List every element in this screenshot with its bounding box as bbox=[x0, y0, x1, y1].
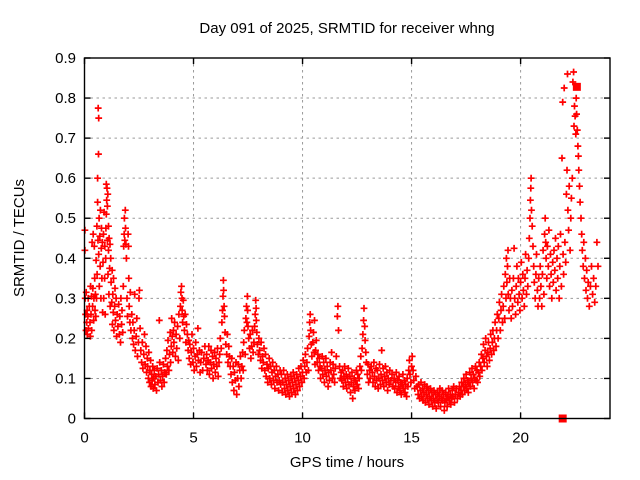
y-tick-label: 0.3 bbox=[55, 290, 76, 307]
x-tick-label: 20 bbox=[512, 430, 529, 447]
tick-labels: 0 5 10 15 20 0 0.1 0.2 0.3 0.4 0.5 0.6 0.7 0.8 0.9 bbox=[55, 50, 529, 447]
chart-title: Day 091 of 2025, SRMTID for receiver whn… bbox=[199, 20, 494, 37]
axes-border-and-ticks bbox=[83, 57, 611, 420]
x-axis-label: GPS time / hours bbox=[290, 454, 404, 471]
y-tick-label: 0.2 bbox=[55, 330, 76, 347]
y-axis-label: SRMTID / TECUs bbox=[11, 179, 28, 297]
y-tick-label: 0.8 bbox=[55, 90, 76, 107]
y-tick-label: 0.6 bbox=[55, 170, 76, 187]
x-tick-label: 0 bbox=[80, 430, 88, 447]
plot-border bbox=[83, 57, 611, 420]
x-tick-label: 10 bbox=[294, 430, 311, 447]
y-tick-label: 0.4 bbox=[55, 250, 76, 267]
highlight-square-marker bbox=[572, 82, 581, 91]
y-tick-label: 0.1 bbox=[55, 370, 76, 387]
y-tick-label: 0.5 bbox=[55, 210, 76, 227]
y-tick-label: 0 bbox=[68, 411, 76, 428]
x-tick-label: 15 bbox=[403, 430, 420, 447]
x-tick-label: 5 bbox=[189, 430, 197, 447]
y-tick-label: 0.9 bbox=[55, 50, 76, 67]
y-tick-label: 0.7 bbox=[55, 130, 76, 147]
